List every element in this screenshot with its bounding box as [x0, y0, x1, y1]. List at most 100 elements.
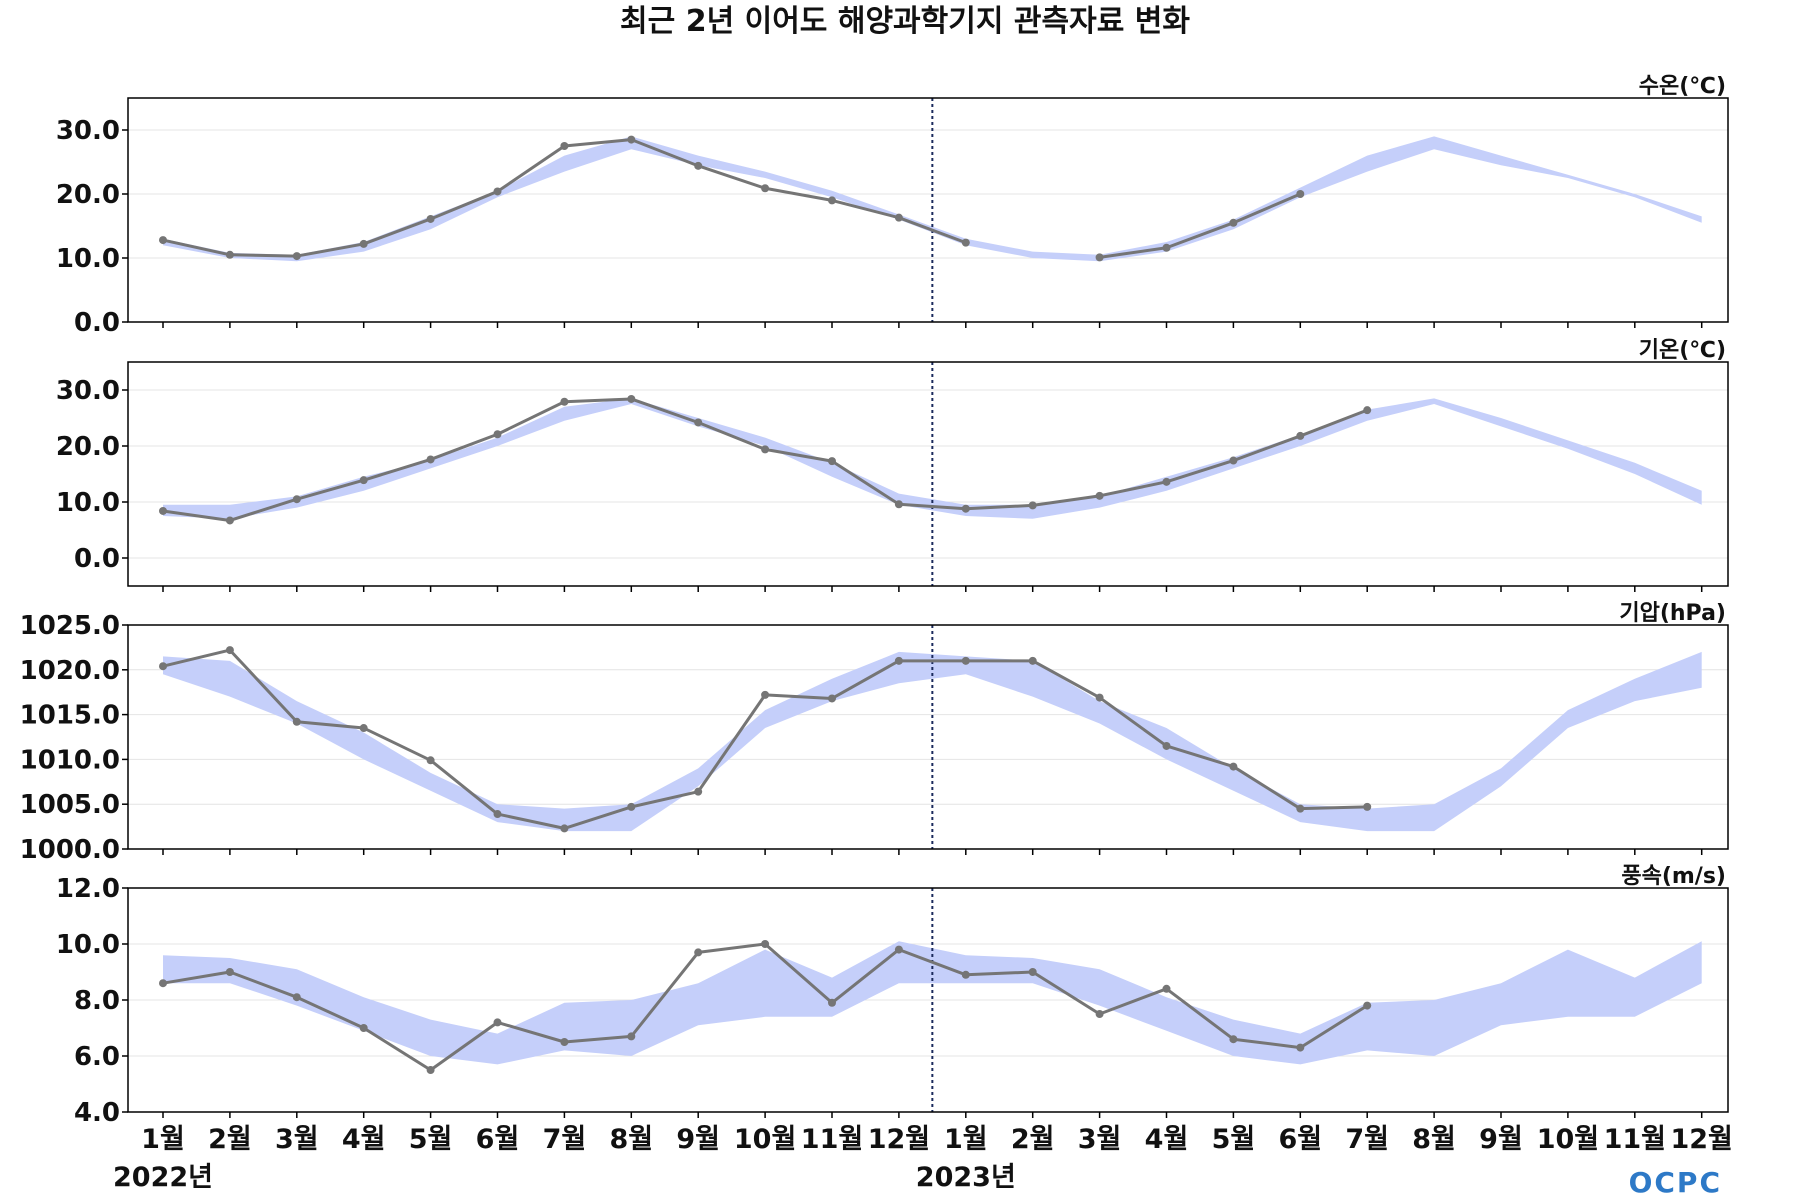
sea-temperature-ytick-label: 20.0 — [56, 180, 120, 210]
air-pressure-observed-point — [627, 802, 636, 811]
wind-speed-ytick-label: 8.0 — [74, 986, 120, 1016]
wind-speed-observed-point — [1363, 1001, 1372, 1010]
sea-temperature-ytick-label: 10.0 — [56, 244, 120, 274]
air-pressure-observed-point — [493, 810, 502, 819]
air-pressure-observed-point — [894, 656, 903, 665]
wind-speed-observed-point — [359, 1024, 368, 1032]
x-tick-label: 5월 — [1212, 1124, 1256, 1155]
wind-speed-observed-point — [761, 940, 770, 948]
wind-speed-observed-point — [159, 979, 167, 988]
wind-speed-observed-point — [1229, 1035, 1238, 1044]
air-temperature-observed-point — [1162, 477, 1171, 486]
air-pressure-ytick-label: 1000.0 — [20, 835, 120, 865]
air-pressure-observed-point — [426, 756, 435, 765]
x-tick-label: 11월 — [801, 1124, 863, 1155]
air-temperature-ytick-label: 0.0 — [74, 544, 120, 574]
wind-speed-ytick-label: 10.0 — [56, 930, 120, 960]
sea-temperature-observed-point — [1296, 190, 1305, 198]
x-tick-label: 6월 — [1278, 1124, 1322, 1155]
ocpc-logo: OCPC — [1629, 1166, 1722, 1199]
x-tick-label: 11월 — [1604, 1124, 1666, 1155]
sea-temperature-observed-point — [1162, 243, 1171, 252]
sea-temperature-observed-point — [828, 196, 836, 205]
air-temperature-observed-point — [1095, 491, 1104, 500]
air-pressure-unit-label: 기압(hPa) — [1619, 601, 1726, 626]
wind-speed-observed-point — [292, 993, 301, 1002]
sea-temperature-observed-point — [1095, 253, 1104, 262]
air-temperature-observed-point — [426, 455, 435, 464]
x-tick-label: 2월 — [208, 1124, 252, 1155]
wind-speed-ytick-label: 4.0 — [74, 1098, 120, 1128]
x-tick-label: 3월 — [1078, 1124, 1122, 1155]
ocpc-logo-text: OCPC — [1629, 1166, 1722, 1199]
air-pressure-observed-point — [761, 690, 770, 699]
air-pressure-observed-point — [1363, 802, 1372, 811]
wind-speed-unit-label: 풍속(m/s) — [1621, 864, 1726, 889]
air-temperature-observed-point — [1229, 456, 1238, 465]
wind-speed-observed-point — [1028, 968, 1037, 976]
air-pressure-ytick-label: 1010.0 — [20, 745, 120, 775]
x-tick-label: 2월 — [1011, 1124, 1055, 1155]
wind-speed-observed-point — [1296, 1043, 1305, 1052]
air-temperature-observed-point — [493, 430, 502, 439]
air-temperature-ytick-label: 30.0 — [56, 376, 120, 406]
air-pressure-ytick-label: 1015.0 — [20, 701, 120, 731]
air-temperature-frame — [127, 361, 1729, 587]
air-pressure-observed-point — [828, 694, 836, 703]
wind-speed-normal-range-band — [163, 941, 1702, 1065]
wind-speed-observed-point — [894, 945, 903, 954]
air-pressure-ytick-label: 1005.0 — [20, 790, 120, 820]
wind-speed-observed-point — [1095, 1010, 1104, 1018]
sea-temperature-observed-point — [761, 184, 770, 193]
air-temperature-observed-point — [828, 457, 836, 466]
sea-temperature-observed-point — [159, 236, 167, 245]
x-tick-label: 3월 — [275, 1124, 319, 1155]
air-temperature-observed-point — [359, 476, 368, 485]
x-tick-label: 12월 — [868, 1124, 930, 1155]
air-temperature-observed-point — [159, 506, 167, 515]
x-tick-label: 7월 — [543, 1124, 587, 1155]
sea-temperature-ytick-label: 30.0 — [56, 116, 120, 146]
air-pressure-observed-point — [225, 646, 234, 655]
x-tick-label: 4월 — [342, 1124, 386, 1155]
air-pressure-panel: 1000.0 1005.0 1010.0 1015.0 1020.0 1025.0 기압(h… — [20, 601, 1729, 865]
sea-temperature-observed-line — [1099, 192, 1301, 259]
wind-speed-panel: 4.0 6.0 8.0 10.0 12.0 풍속(m/s) — [56, 864, 1729, 1128]
panels-group: 0.0 10.0 20.0 30.0 수온(℃) 0.0 10.0 20.0 30.0 기온(℃)… — [20, 74, 1729, 1128]
air-temperature-panel: 0.0 10.0 20.0 30.0 기온(℃) — [56, 338, 1729, 592]
air-temperature-observed-point — [292, 495, 301, 504]
sea-temperature-observed-point — [894, 213, 903, 222]
year-label: 2022년 — [113, 1162, 213, 1193]
sea-temperature-observed-point — [225, 250, 234, 259]
x-tick-label: 4월 — [1145, 1124, 1189, 1155]
sea-temperature-observed-point — [493, 187, 502, 196]
sea-temperature-observed-point — [292, 252, 301, 261]
sea-temperature-panel: 0.0 10.0 20.0 30.0 수온(℃) — [56, 74, 1729, 338]
wind-speed-observed-point — [694, 948, 703, 957]
sea-temperature-observed-point — [560, 142, 569, 150]
wind-speed-observed-point — [493, 1018, 502, 1027]
wind-speed-ytick-label: 12.0 — [56, 874, 120, 904]
air-pressure-observed-point — [1162, 741, 1171, 750]
sea-temperature-frame — [127, 97, 1729, 323]
sea-temperature-observed-point — [1229, 218, 1238, 227]
air-pressure-observed-point — [359, 724, 368, 733]
x-tick-label: 9월 — [1479, 1124, 1523, 1155]
sea-temperature-observed-point — [694, 161, 703, 170]
air-temperature-ytick-label: 20.0 — [56, 432, 120, 462]
air-temperature-observed-point — [894, 500, 903, 509]
sea-temperature-observed-point — [426, 214, 435, 223]
air-pressure-ytick-label: 1025.0 — [20, 611, 120, 641]
x-tick-label: 8월 — [1412, 1124, 1456, 1155]
x-tick-label: 1월 — [141, 1124, 185, 1155]
wind-speed-observed-point — [961, 970, 970, 979]
x-tick-label: 7월 — [1345, 1124, 1389, 1155]
air-temperature-unit-label: 기온(℃) — [1639, 338, 1726, 363]
air-pressure-frame — [127, 624, 1729, 850]
air-pressure-observed-point — [1095, 693, 1104, 702]
x-tick-label: 12월 — [1670, 1124, 1732, 1155]
air-pressure-observed-point — [961, 656, 970, 665]
air-temperature-ytick-label: 10.0 — [56, 488, 120, 518]
wind-speed-ytick-label: 6.0 — [74, 1042, 120, 1072]
